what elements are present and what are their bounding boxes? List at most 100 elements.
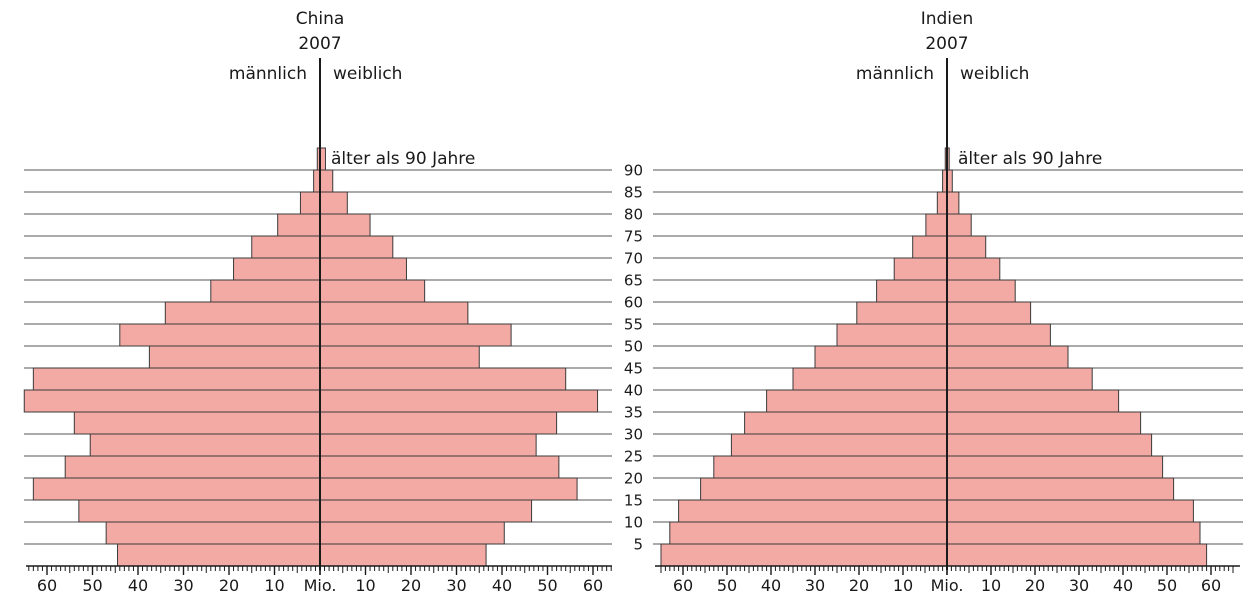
age-axis-label: 60 <box>624 294 643 312</box>
indien-pyramid: 10 10 20 20 30 30 40 40 50 50 60 60 Mio. Indien 2007 mä… <box>624 9 1243 595</box>
bar-male <box>89 433 321 457</box>
x-tick-label: 60 <box>1201 576 1221 595</box>
bar-male <box>32 367 321 391</box>
x-tick-label: 20 <box>1025 576 1045 595</box>
bar-female <box>319 455 560 479</box>
age-axis-label: 80 <box>624 206 643 224</box>
bar-male <box>856 301 948 325</box>
bar-male <box>925 213 948 237</box>
x-tick-label: 40 <box>128 576 148 595</box>
x-tick-label: 40 <box>1113 576 1133 595</box>
bar-male <box>105 521 321 545</box>
bar-male <box>713 455 948 479</box>
bar-male <box>277 213 321 237</box>
bar-male <box>893 257 948 281</box>
bar-male <box>700 477 948 501</box>
bar-male <box>660 543 948 567</box>
x-tick-label: 40 <box>492 576 512 595</box>
bar-male <box>23 389 321 413</box>
age-axis-label: 20 <box>624 470 643 488</box>
chart-year: 2007 <box>298 34 341 54</box>
bar-male <box>117 543 321 567</box>
bar-male <box>148 345 321 369</box>
bar-male <box>64 455 321 479</box>
chart-title: China <box>296 9 345 29</box>
bar-female <box>946 345 1069 369</box>
male-label: männlich <box>856 64 934 84</box>
bar-female <box>319 411 558 435</box>
age-axis-label: 25 <box>624 448 643 466</box>
bar-female <box>946 235 987 259</box>
x-tick-label: 20 <box>849 576 869 595</box>
bar-female <box>319 323 512 347</box>
bar-female <box>946 543 1208 567</box>
bar-male <box>251 235 321 259</box>
age-axis-label: 85 <box>624 184 643 202</box>
bar-male <box>678 499 948 523</box>
bar-male <box>299 191 321 215</box>
age-axis-label: 55 <box>624 316 643 334</box>
age-axis-label: 5 <box>633 536 643 554</box>
age-axis-label: 35 <box>624 404 643 422</box>
bar-female <box>946 191 960 215</box>
bar-male <box>744 411 948 435</box>
x-tick-label: 40 <box>761 576 781 595</box>
bar-female <box>319 543 487 567</box>
x-tick-label: 50 <box>717 576 737 595</box>
age-axis-label: 15 <box>624 492 643 510</box>
bar-male <box>164 301 321 325</box>
x-tick-label: 50 <box>537 576 557 595</box>
bar-female <box>946 323 1051 347</box>
x-tick-label: 10 <box>355 576 375 595</box>
female-label: weiblich <box>333 64 402 84</box>
bar-female <box>946 411 1142 435</box>
bar-female <box>319 279 426 303</box>
bar-female <box>319 169 334 193</box>
bar-female <box>946 521 1201 545</box>
x-tick-label: 10 <box>981 576 1001 595</box>
bar-female <box>946 499 1194 523</box>
bar-female <box>946 477 1175 501</box>
age-axis-label: 75 <box>624 228 643 246</box>
bar-female <box>319 367 567 391</box>
bar-female <box>319 301 469 325</box>
bar-male <box>233 257 321 281</box>
male-label: männlich <box>229 64 307 84</box>
bar-male <box>836 323 948 347</box>
x-tick-label: 60 <box>583 576 603 595</box>
x-tick-label: 30 <box>446 576 466 595</box>
x-tick-label: 10 <box>893 576 913 595</box>
age-90-annotation: älter als 90 Jahre <box>958 149 1102 169</box>
chart-title: Indien <box>921 9 974 29</box>
age-axis-label: 10 <box>624 514 643 532</box>
age-axis-label: 50 <box>624 338 643 356</box>
bar-male <box>119 323 321 347</box>
bar-female <box>946 433 1153 457</box>
bar-male <box>78 499 321 523</box>
x-tick-label: 30 <box>805 576 825 595</box>
chart-year: 2007 <box>925 34 968 54</box>
bar-male <box>32 477 321 501</box>
unit-label: Mio. <box>931 576 964 595</box>
age-axis-label: 45 <box>624 360 643 378</box>
bar-female <box>319 235 394 259</box>
bar-female <box>319 477 578 501</box>
bar-female <box>319 213 371 237</box>
x-tick-label: 20 <box>219 576 239 595</box>
age-axis-label: 70 <box>624 250 643 268</box>
bar-female <box>319 345 480 369</box>
x-tick-label: 20 <box>401 576 421 595</box>
bar-female <box>946 389 1120 413</box>
bar-female <box>946 279 1016 303</box>
female-label: weiblich <box>960 64 1029 84</box>
x-tick-label: 30 <box>173 576 193 595</box>
age-axis-label: 30 <box>624 426 643 444</box>
bar-male <box>766 389 948 413</box>
bar-male <box>210 279 321 303</box>
bar-male <box>669 521 948 545</box>
bar-female <box>319 389 599 413</box>
bar-female <box>319 521 505 545</box>
china-pyramid: 10 10 20 20 30 30 40 40 50 50 60 60 Mio. China 2007 män… <box>23 9 612 595</box>
age-90-annotation: älter als 90 Jahre <box>331 149 475 169</box>
